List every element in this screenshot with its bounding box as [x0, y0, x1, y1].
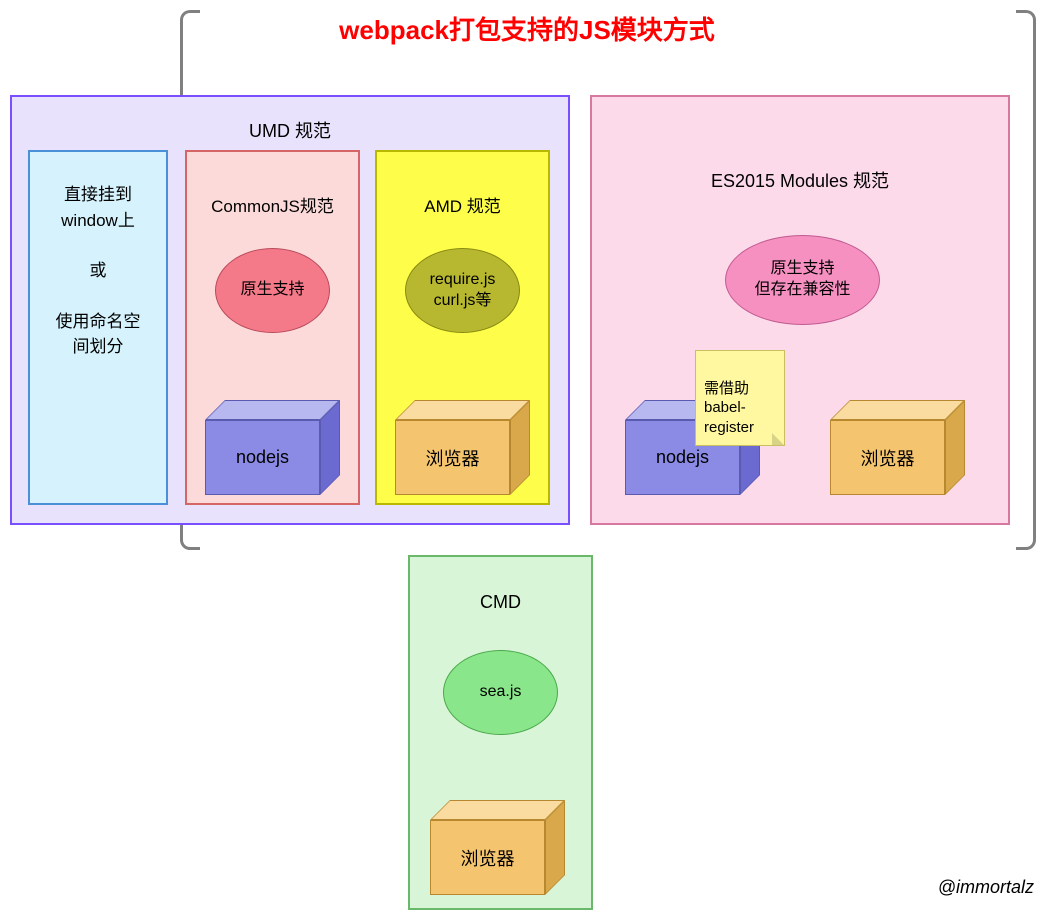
cmd-title: CMD	[410, 592, 591, 613]
window-direct-box: 直接挂到 window上 或 使用命名空 间划分	[28, 150, 168, 505]
amd-cube-label: 浏览器	[426, 445, 480, 471]
cube-top	[395, 400, 530, 420]
commonjs-ellipse-text: 原生支持	[240, 280, 304, 301]
babel-note-text: 需借助 babel- register	[704, 380, 754, 436]
babel-note: 需借助 babel- register	[695, 350, 785, 446]
es2015-ellipse-text: 原生支持 但存在兼容性	[754, 259, 850, 301]
cmd-ellipse-text: sea.js	[480, 682, 522, 703]
credit-text: @immortalz	[938, 877, 1034, 898]
cube-front: nodejs	[205, 420, 320, 495]
cube-front: 浏览器	[430, 820, 545, 895]
diagram-title: webpack打包支持的JS模块方式	[0, 10, 1054, 47]
es2015-title: ES2015 Modules 规范	[592, 167, 1008, 193]
window-text1: 直接挂到 window上	[61, 182, 135, 233]
cube-front: 浏览器	[395, 420, 510, 495]
commonjs-title: CommonJS规范	[187, 192, 358, 217]
cube-top	[205, 400, 340, 420]
cmd-ellipse: sea.js	[443, 650, 558, 735]
es2015-browser-label: 浏览器	[861, 445, 915, 471]
window-text3: 使用命名空 间划分	[56, 309, 141, 360]
es2015-node-label: nodejs	[656, 447, 709, 468]
window-text2: 或	[90, 258, 107, 284]
cube-front: 浏览器	[830, 420, 945, 495]
title-text: webpack打包支持的JS模块方式	[339, 15, 715, 45]
umd-title: UMD 规范	[12, 117, 568, 143]
cube-top	[430, 800, 565, 820]
right-bracket	[1016, 10, 1036, 550]
cube-top	[830, 400, 965, 420]
amd-ellipse-text: require.js curl.js等	[430, 270, 496, 312]
es2015-ellipse: 原生支持 但存在兼容性	[725, 235, 880, 325]
cmd-cube-label: 浏览器	[461, 845, 515, 871]
commonjs-cube-label: nodejs	[236, 447, 289, 468]
commonjs-ellipse: 原生支持	[215, 248, 330, 333]
amd-ellipse: require.js curl.js等	[405, 248, 520, 333]
amd-title: AMD 规范	[377, 192, 548, 217]
